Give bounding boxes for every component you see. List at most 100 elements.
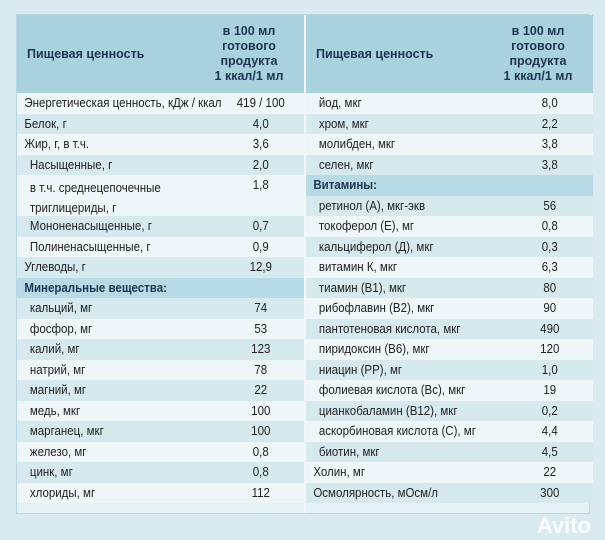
row-value: 1,8 xyxy=(252,178,269,192)
row-value: 19 xyxy=(543,383,557,398)
left-rows: Энергетическая ценность, кДж / ккал 419 /… xyxy=(17,93,304,503)
row-label: кальциферол (Д), мкг xyxy=(318,239,434,254)
row-label: Углеводы, г xyxy=(24,260,86,275)
row-label: йод, мкг xyxy=(318,96,362,111)
row-label: биотин, мкг xyxy=(318,444,380,459)
row-value: 74 xyxy=(254,301,268,316)
row-label: Насыщенные, г xyxy=(29,157,113,172)
row-value: 100 xyxy=(251,424,271,439)
row-label: ретинол (А), мкг-экв xyxy=(318,198,426,213)
table-row: йод, мкг 8,0 xyxy=(306,93,593,114)
row-value: 6,3 xyxy=(541,260,558,275)
row-label: калий, мг xyxy=(29,342,80,357)
row-value: 0,2 xyxy=(541,403,558,418)
row-value: 0,8 xyxy=(541,219,558,234)
row-label: цианкобаламин (В12), мкг xyxy=(318,403,458,418)
table-row: селен, мкг 3,8 xyxy=(306,154,593,175)
table-row: Мононенасыщенные, г 0,7 xyxy=(17,216,304,237)
row-value: 300 xyxy=(540,485,560,500)
table-row: железо, мг 0,8 xyxy=(17,441,304,462)
row-label: рибофлавин (В2), мкг xyxy=(318,301,435,316)
row-value: 123 xyxy=(251,342,271,357)
row-value: 80 xyxy=(543,280,557,295)
row-label: кальций, мг xyxy=(29,301,93,316)
row-value: 3,8 xyxy=(541,137,558,152)
row-value: 100 xyxy=(251,403,271,418)
row-label: молибден, мкг xyxy=(318,137,396,152)
table-row: цинк, мг 0,8 xyxy=(17,462,304,483)
table-row: марганец, мкг 100 xyxy=(17,421,304,442)
table-row: Осмолярность, мОсм/л 300 xyxy=(306,482,593,503)
table-row: хром, мкг 2,2 xyxy=(306,113,593,134)
row-value: 3,6 xyxy=(252,137,269,152)
row-label: ниацин (РР), мг xyxy=(318,362,403,377)
right-rows: йод, мкг 8,0 хром, мкг 2,2 молибден, мкг 3,8 с… xyxy=(306,93,593,503)
row-label: Жир, г, в т.ч. xyxy=(24,137,90,152)
row-value: 1,0 xyxy=(541,362,558,377)
row-value: 490 xyxy=(540,321,560,336)
row-label: хлориды, мг xyxy=(29,485,96,500)
section-header: Витамины: xyxy=(306,175,593,196)
row-value: 0,3 xyxy=(541,239,558,254)
row-label: пантотеновая кислота, мкг xyxy=(318,321,461,336)
table-row: токоферол (Е), мг 0,8 xyxy=(306,216,593,237)
row-label: фосфор, мг xyxy=(29,321,93,336)
table-header-left: Пищевая ценность в 100 мл готового проду… xyxy=(17,15,304,93)
row-value: 2,0 xyxy=(252,157,269,172)
table-row: тиамин (В1), мкг 80 xyxy=(306,277,593,298)
row-value: 4,5 xyxy=(541,444,558,459)
table-row: аскорбиновая кислота (С), мг 4,4 xyxy=(306,421,593,442)
row-value: 4,4 xyxy=(541,424,558,439)
row-label: Энергетическая ценность, кДж / ккал xyxy=(24,96,222,111)
row-value: 22 xyxy=(543,465,557,480)
table-row: биотин, мкг 4,5 xyxy=(306,441,593,462)
table-row: в т.ч. среднецепочечные триглицериды, г 1… xyxy=(17,175,304,216)
row-value: 22 xyxy=(254,383,268,398)
row-label: медь, мкг xyxy=(29,403,81,418)
header-value: в 100 мл готового продукта 1 ккал/1 мл xyxy=(503,24,573,83)
table-row: рибофлавин (В2), мкг 90 xyxy=(306,298,593,319)
header-label: Пищевая ценность xyxy=(27,47,145,61)
row-value: 112 xyxy=(251,485,270,500)
row-value: 78 xyxy=(254,362,268,377)
row-value: 8,0 xyxy=(541,96,558,111)
row-label: цинк, мг xyxy=(29,465,73,480)
header-value: в 100 мл готового продукта 1 ккал/1 мл xyxy=(214,24,284,83)
table-row: Насыщенные, г 2,0 xyxy=(17,154,304,175)
table-row: пантотеновая кислота, мкг 490 xyxy=(306,318,593,339)
row-label: Полиненасыщенные, г xyxy=(29,239,151,254)
table-row: молибден, мкг 3,8 xyxy=(306,134,593,155)
header-label: Пищевая ценность xyxy=(316,47,434,61)
table-row: хлориды, мг 112 xyxy=(17,482,304,503)
table-row: Белок, г 4,0 xyxy=(17,113,304,134)
table-row: Углеводы, г 12,9 xyxy=(17,257,304,278)
row-value: 3,8 xyxy=(541,157,558,172)
table-row: натрий, мг 78 xyxy=(17,359,304,380)
table-row: Энергетическая ценность, кДж / ккал 419 /… xyxy=(17,93,304,114)
row-value: 419 / 100 xyxy=(236,96,285,111)
table-row: ретинол (А), мкг-экв 56 xyxy=(306,195,593,216)
row-value: 56 xyxy=(543,198,557,213)
row-value: 0,9 xyxy=(252,239,269,254)
table-row: витамин К, мкг 6,3 xyxy=(306,257,593,278)
row-value: 0,8 xyxy=(252,444,269,459)
row-label: натрий, мг xyxy=(29,362,86,377)
row-label: хром, мкг xyxy=(318,116,369,131)
table-row: пиридоксин (В6), мкг 120 xyxy=(306,339,593,360)
row-value: 90 xyxy=(543,301,557,316)
row-label: фолиевая кислота (Вс), мкг xyxy=(318,383,466,398)
row-label: пиридоксин (В6), мкг xyxy=(318,342,430,357)
row-label: тиамин (В1), мкг xyxy=(318,280,407,295)
row-label: аскорбиновая кислота (С), мг xyxy=(318,424,476,439)
right-column: Пищевая ценность в 100 мл готового проду… xyxy=(304,15,593,513)
row-label: витамин К, мкг xyxy=(318,260,398,275)
row-label: Осмолярность, мОсм/л xyxy=(313,485,439,500)
row-label: Холин, мг xyxy=(313,465,366,480)
row-label: Мононенасыщенные, г xyxy=(29,219,152,234)
table-row: Жир, г, в т.ч. 3,6 xyxy=(17,134,304,155)
row-label: Белок, г xyxy=(24,116,67,131)
table-row: ниацин (РР), мг 1,0 xyxy=(306,359,593,380)
row-value: 12,9 xyxy=(249,260,272,275)
left-column: Пищевая ценность в 100 мл готового проду… xyxy=(17,15,304,513)
row-label: марганец, мкг xyxy=(29,424,104,439)
